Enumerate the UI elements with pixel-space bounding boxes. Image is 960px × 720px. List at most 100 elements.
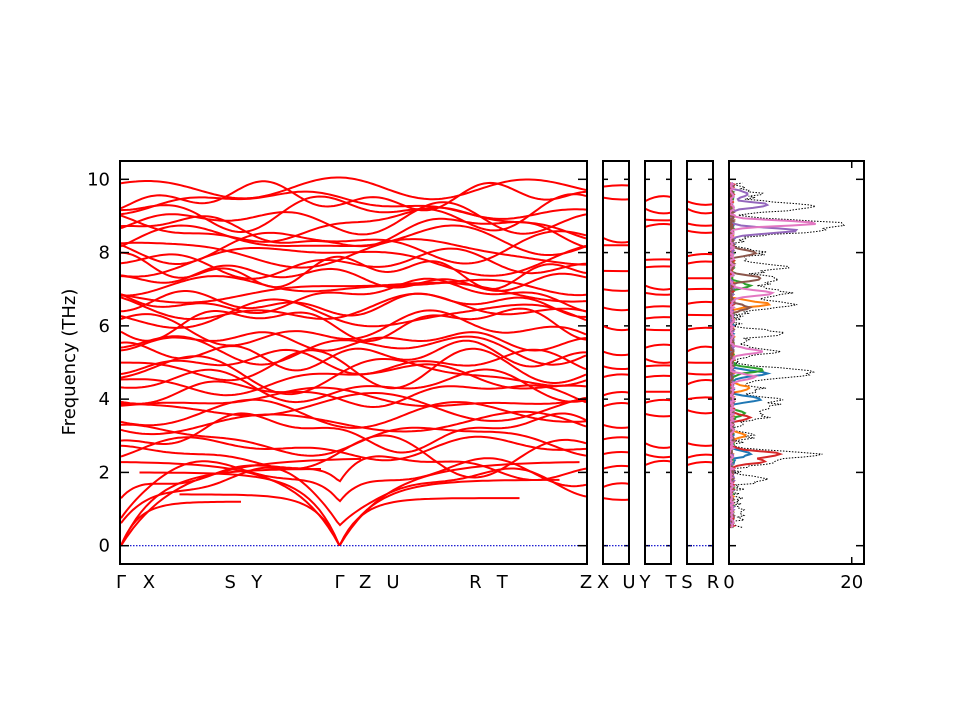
band-line [121, 215, 587, 249]
acoustic-branch [338, 478, 560, 547]
band-line [645, 265, 671, 269]
sr-panel-frame [686, 160, 714, 565]
band-line [121, 201, 587, 236]
band-line [121, 309, 587, 347]
band-line [121, 335, 587, 366]
band-line [603, 436, 629, 441]
band-line [645, 412, 671, 418]
dos-total-curve [729, 182, 846, 528]
dos-axis-ticks: 0 20 [723, 161, 863, 593]
band-line [687, 453, 713, 459]
band-line [645, 305, 671, 309]
band-line [603, 497, 629, 501]
band-line [687, 409, 713, 415]
x-tick-label: Γ [335, 572, 345, 593]
band-line [121, 410, 587, 436]
band-line [603, 365, 629, 371]
y-tick-label: 2 [99, 462, 110, 483]
band-lines-sr [687, 200, 713, 547]
band-line [121, 292, 587, 321]
band-line [121, 386, 587, 408]
dos-panel-frame [728, 160, 865, 565]
band-line [687, 442, 713, 447]
x-tick-label: X [143, 572, 155, 593]
band-line [121, 348, 587, 376]
band-line [121, 275, 587, 297]
band-lines-xu [603, 184, 629, 547]
band-line [121, 368, 587, 404]
band-line [687, 379, 713, 386]
x-tick-label: Γ [116, 572, 126, 593]
band-line [687, 260, 713, 265]
band-line [603, 196, 629, 201]
dos-curves [729, 182, 846, 529]
band-line [603, 482, 629, 489]
band-line [645, 195, 671, 203]
band-line [603, 373, 629, 379]
band-line [121, 347, 587, 390]
x-tick-label: T [665, 572, 678, 593]
band-line [121, 423, 587, 457]
band-line [645, 218, 671, 222]
band-line [121, 466, 587, 527]
band-line [687, 252, 713, 258]
band-line [603, 288, 629, 292]
x-tick-label: R [707, 572, 720, 593]
x-tick-label: R [469, 572, 482, 593]
sr-band-panel [686, 160, 714, 565]
band-line [645, 291, 671, 296]
band-line [603, 464, 629, 470]
band-line [603, 350, 629, 357]
band-line [121, 457, 587, 519]
x-tick-label: X [597, 572, 609, 593]
band-line [645, 453, 671, 459]
acoustic-branch [121, 457, 362, 547]
band-line [603, 423, 629, 429]
band-line [687, 222, 713, 227]
dos-tick-label: 0 [723, 572, 734, 593]
yt-panel-frame [644, 160, 672, 565]
xu-panel-frame [602, 160, 630, 565]
y-axis-title: Frequency (THz) [59, 289, 80, 436]
band-line [603, 306, 629, 312]
band-line [645, 284, 671, 291]
band-line [645, 343, 671, 349]
main-panel-frame [119, 160, 588, 565]
yt-band-panel [644, 160, 672, 565]
acoustic-branch [139, 471, 341, 547]
acoustic-branch [121, 461, 341, 547]
x-tick-label: T [496, 572, 509, 593]
band-line [121, 434, 587, 479]
dos-tick-label: 20 [840, 572, 863, 593]
band-line [121, 176, 587, 201]
x-tick-label: Y [250, 572, 263, 593]
band-line [121, 307, 587, 342]
acoustic-branch [338, 461, 580, 547]
band-line [687, 345, 713, 353]
band-line [645, 398, 671, 404]
band-line [121, 238, 586, 269]
x-tick-label: Z [580, 572, 592, 593]
band-line [687, 300, 713, 305]
band-line [121, 206, 587, 243]
acoustic-branch [121, 468, 321, 547]
y-tick-label: 4 [99, 389, 110, 410]
band-line [687, 396, 713, 401]
dos-projected-curve [729, 182, 816, 529]
band-line [603, 391, 629, 397]
band-line [121, 339, 586, 372]
dos-panel: 0 20 [723, 160, 865, 593]
band-line [121, 298, 587, 329]
x-tick-label: S [681, 572, 692, 593]
x-tick-label: U [386, 572, 399, 593]
band-lines-yt [645, 195, 671, 547]
band-line [121, 331, 587, 352]
band-line [121, 392, 587, 422]
band-line [687, 200, 713, 206]
band-line [121, 290, 586, 318]
y-tick-label: 8 [99, 243, 110, 264]
band-line [645, 357, 671, 364]
